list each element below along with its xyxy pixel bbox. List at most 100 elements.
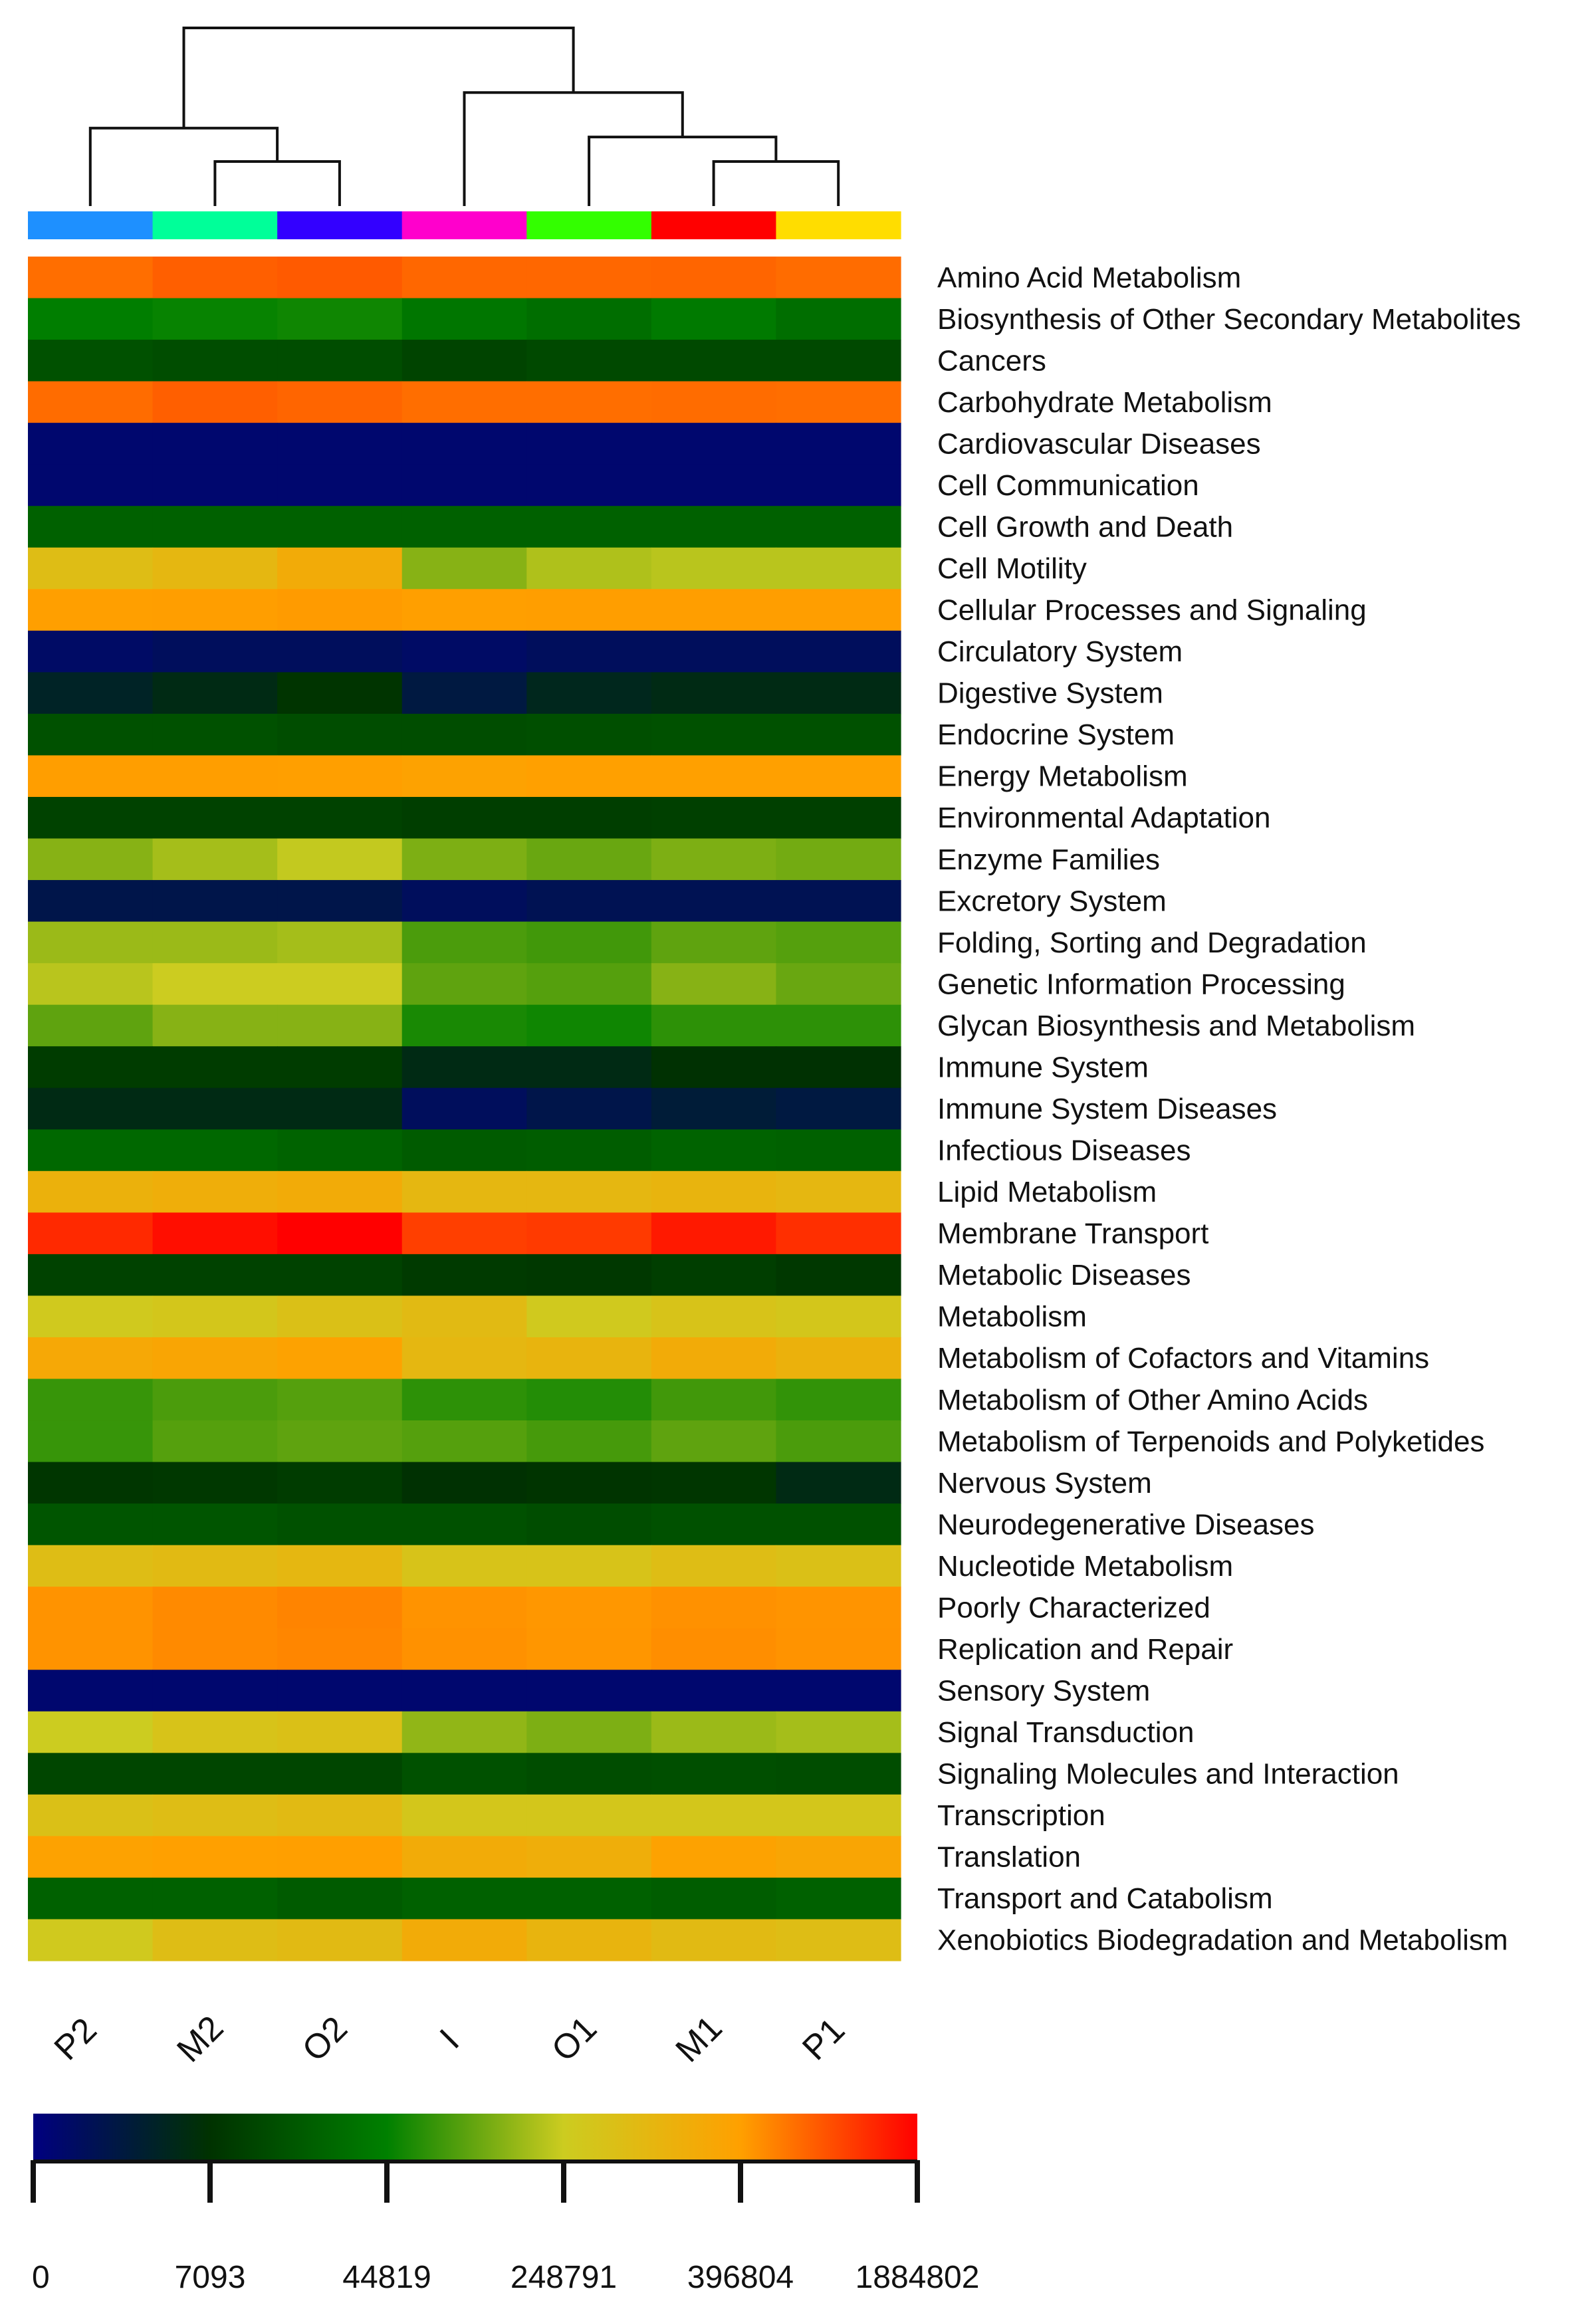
heatmap-cell xyxy=(152,1503,278,1546)
heatmap-cell xyxy=(776,1004,901,1047)
heatmap-cell xyxy=(152,1753,278,1795)
heatmap-cell xyxy=(526,1046,652,1089)
heatmap-cell xyxy=(277,838,403,881)
heatmap-cell xyxy=(401,630,527,673)
heatmap-cell xyxy=(526,298,652,340)
heatmap-cell xyxy=(526,423,652,465)
row-label: Endocrine System xyxy=(937,719,1175,751)
heatmap-cell xyxy=(776,1711,901,1753)
column-label: P2 xyxy=(47,2011,104,2068)
heatmap-cell xyxy=(28,381,154,423)
heatmap-cell xyxy=(277,1503,403,1546)
column-dendrogram xyxy=(88,27,840,206)
row-label: Carbohydrate Metabolism xyxy=(937,386,1272,419)
heatmap-cell xyxy=(277,464,403,506)
heatmap-cell xyxy=(526,547,652,590)
heatmap-cell xyxy=(277,1379,403,1421)
heatmap-cell xyxy=(526,589,652,631)
column-labels: P2 M2 O2 I O1 M1 P1 xyxy=(47,2009,852,2070)
heatmap-cell xyxy=(401,1503,527,1546)
heatmap-cell xyxy=(526,1462,652,1504)
heatmap-cell xyxy=(152,755,278,798)
heatmap-cell xyxy=(526,1337,652,1380)
heatmap-cell xyxy=(28,921,154,964)
heatmap-cell xyxy=(526,1711,652,1753)
heatmap-cell xyxy=(28,298,154,340)
heatmap-cell xyxy=(776,1628,901,1670)
heatmap-cell xyxy=(28,1628,154,1670)
heatmap-cell xyxy=(277,257,403,299)
column-label: M1 xyxy=(669,2009,730,2070)
heatmap-cell xyxy=(776,547,901,590)
heatmap-cell xyxy=(776,1545,901,1587)
row-label: Environmental Adaptation xyxy=(937,802,1270,834)
heatmap-cell xyxy=(401,1254,527,1297)
heatmap-cell xyxy=(152,1670,278,1712)
heatmap-cell xyxy=(28,1711,154,1753)
heatmap-cell xyxy=(277,381,403,423)
heatmap-cell xyxy=(401,1379,527,1421)
heatmap-cell xyxy=(28,630,154,673)
heatmap-cell xyxy=(526,1628,652,1670)
heatmap-cell xyxy=(526,880,652,923)
heatmap-cell xyxy=(651,1004,777,1047)
dendrogram-branch xyxy=(712,160,840,206)
row-label: Poorly Characterized xyxy=(937,1591,1210,1624)
column-group-swatch xyxy=(401,211,527,239)
color-scale-tick-label: 44819 xyxy=(342,2260,431,2295)
column-label: M2 xyxy=(170,2009,231,2070)
heatmap-cell xyxy=(277,1462,403,1504)
heatmap-cell xyxy=(277,423,403,465)
heatmap-cell xyxy=(776,1087,901,1130)
heatmap-cell xyxy=(401,1129,527,1172)
color-scale-tick-label: 1884802 xyxy=(855,2260,980,2295)
heatmap-cell xyxy=(401,340,527,382)
heatmap-cell xyxy=(152,1587,278,1629)
heatmap-cell xyxy=(152,340,278,382)
heatmap-cell xyxy=(152,1420,278,1463)
heatmap-cell xyxy=(401,838,527,881)
heatmap-cell xyxy=(526,1087,652,1130)
row-label: Transcription xyxy=(937,1799,1105,1832)
heatmap-cell xyxy=(651,1295,777,1338)
heatmap-cell xyxy=(152,1836,278,1878)
heatmap-cell xyxy=(651,1794,777,1836)
heatmap-cell xyxy=(28,838,154,881)
heatmap-cell xyxy=(401,755,527,798)
heatmap-cell xyxy=(152,1337,278,1380)
row-label: Infectious Diseases xyxy=(937,1135,1191,1167)
heatmap-cell xyxy=(152,838,278,881)
heatmap-cell xyxy=(401,963,527,1006)
heatmap-cell xyxy=(526,672,652,715)
column-group-swatch xyxy=(776,211,901,239)
heatmap-cell xyxy=(277,755,403,798)
heatmap-cell xyxy=(277,1753,403,1795)
heatmap-cell xyxy=(776,1337,901,1380)
heatmap-cell xyxy=(651,1711,777,1753)
heatmap-cell xyxy=(651,1337,777,1380)
row-label: Cellular Processes and Signaling xyxy=(937,594,1367,627)
row-label: Genetic Information Processing xyxy=(937,968,1345,1000)
heatmap-cell xyxy=(651,1545,777,1587)
heatmap-cell xyxy=(401,1919,527,1961)
heatmap-cell xyxy=(277,1337,403,1380)
heatmap-cell xyxy=(277,506,403,548)
heatmap-cell xyxy=(526,1295,652,1338)
heatmap-cell xyxy=(152,1919,278,1961)
heatmap-cell xyxy=(651,589,777,631)
heatmap-cell xyxy=(401,464,527,506)
heatmap-cell xyxy=(526,381,652,423)
heatmap-cell xyxy=(277,1087,403,1130)
color-scale-legend: 0 7093 44819 248791 396804 1884802 xyxy=(31,2114,980,2295)
heatmap-cell xyxy=(401,1420,527,1463)
heatmap-cell xyxy=(277,547,403,590)
heatmap-cell xyxy=(401,921,527,964)
heatmap-cell xyxy=(277,880,403,923)
heatmap-cell xyxy=(651,1129,777,1172)
heatmap-cell xyxy=(28,506,154,548)
heatmap-cell xyxy=(401,1462,527,1504)
heatmap-cell xyxy=(152,1170,278,1213)
heatmap-cell xyxy=(277,1295,403,1338)
heatmap-cell xyxy=(401,1753,527,1795)
